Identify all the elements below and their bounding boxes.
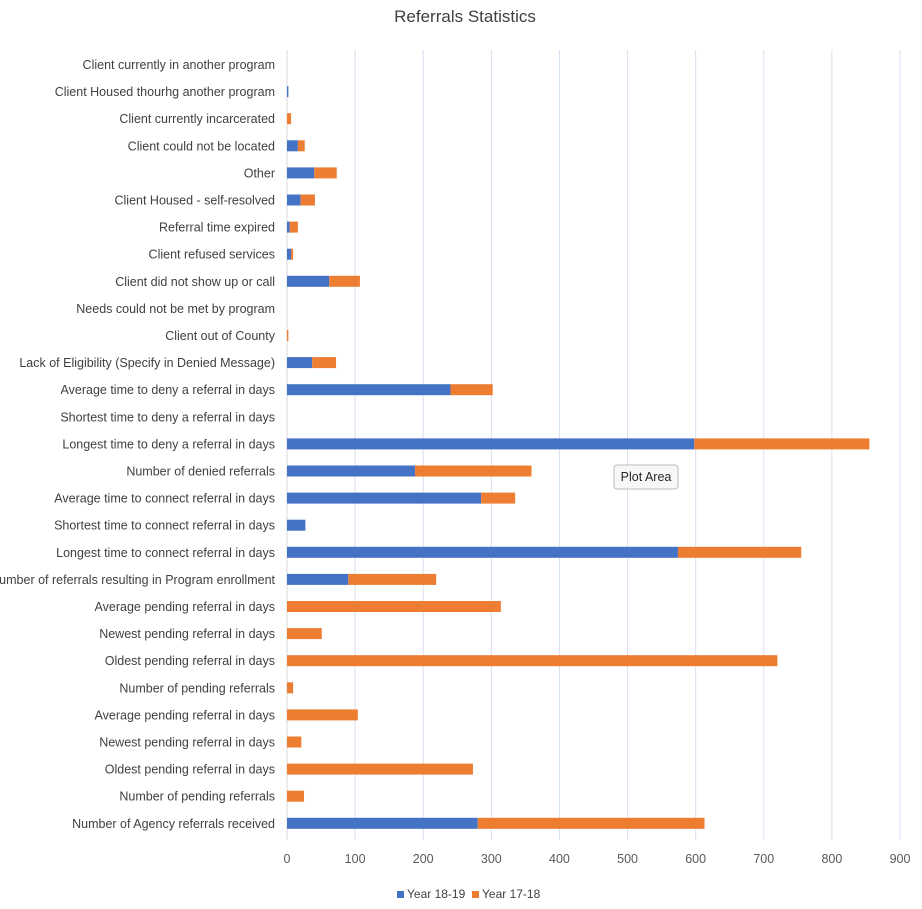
category-label: Client did not show up or call (115, 275, 275, 289)
category-label: Newest pending referral in days (99, 736, 275, 750)
bar-year-17-18[interactable] (289, 221, 298, 233)
category-label: Oldest pending referral in days (105, 763, 275, 777)
bar-year-17-18[interactable] (481, 492, 516, 504)
bar-year-18-19[interactable] (287, 140, 298, 152)
category-label: Longest time to deny a referral in days (62, 437, 275, 451)
bar-year-17-18[interactable] (291, 248, 294, 260)
bar-year-18-19[interactable] (287, 357, 313, 369)
bar-year-18-19[interactable] (287, 384, 451, 396)
category-label: Needs could not be met by program (76, 302, 275, 316)
category-label: Client currently incarcerated (119, 112, 275, 126)
bar-year-17-18[interactable] (314, 167, 337, 179)
bar-year-17-18[interactable] (477, 817, 705, 829)
category-label: Oldest pending referral in days (105, 654, 275, 668)
category-label: Other (244, 166, 275, 180)
category-label: Client refused services (149, 248, 275, 262)
category-label: Client Housed - self-resolved (115, 194, 276, 208)
category-label: Number of referrals resulting in Program… (0, 573, 276, 587)
bar-year-18-19[interactable] (287, 817, 478, 829)
category-label: Referral time expired (159, 221, 275, 235)
category-labels: Client currently in another program Clien… (0, 58, 276, 831)
category-label: Shortest time to deny a referral in days (60, 410, 275, 424)
bar-year-17-18[interactable] (287, 601, 501, 612)
tooltip-box (613, 464, 679, 490)
x-axis-ticks: 0 100 200 300 400 500 600 700 800 900 (284, 852, 911, 866)
bar-year-18-19[interactable] (287, 546, 678, 558)
category-label: Longest time to connect referral in days (56, 546, 275, 560)
bar-year-17-18[interactable] (287, 790, 305, 802)
x-tick-label: 300 (481, 852, 502, 866)
x-tick-label: 500 (617, 852, 638, 866)
category-label: Number of pending referrals (119, 790, 275, 804)
bar-year-18-19[interactable] (287, 573, 349, 585)
category-label: Number of pending referrals (119, 681, 275, 695)
legend-swatch (472, 891, 479, 898)
bar-year-17-18[interactable] (287, 628, 322, 640)
bar-year-17-18[interactable] (287, 709, 358, 721)
category-label: Number of Agency referrals received (72, 817, 275, 831)
bar-year-18-19[interactable] (287, 194, 301, 206)
category-label: Client Housed thourhg another program (55, 85, 275, 99)
category-label: Average pending referral in days (95, 600, 275, 614)
bar-year-17-18[interactable] (287, 736, 302, 748)
bar-year-17-18[interactable] (287, 113, 292, 125)
category-label: Lack of Eligibility (Specify in Denied M… (19, 356, 275, 370)
bar-year-17-18[interactable] (297, 140, 305, 152)
bar-year-17-18[interactable] (450, 384, 493, 396)
bars[interactable] (287, 86, 870, 829)
x-tick-label: 600 (685, 852, 706, 866)
x-tick-label: 100 (345, 852, 366, 866)
bar-year-18-19[interactable] (287, 438, 695, 450)
bar-year-17-18[interactable] (312, 357, 337, 369)
bar-year-17-18[interactable] (300, 194, 315, 206)
legend-label: Year 17-18 (482, 887, 541, 901)
category-label: Client currently in another program (83, 58, 275, 72)
category-label: Shortest time to connect referral in day… (54, 519, 275, 533)
legend-label: Year 18-19 (407, 887, 466, 901)
bar-year-18-19[interactable] (287, 492, 482, 504)
bar-year-17-18[interactable] (415, 465, 532, 477)
x-tick-label: 800 (821, 852, 842, 866)
bar-year-18-19[interactable] (287, 275, 330, 287)
bar-year-18-19[interactable] (287, 519, 306, 531)
x-tick-label: 0 (284, 852, 291, 866)
x-tick-label: 900 (890, 852, 911, 866)
bar-year-17-18[interactable] (287, 682, 294, 694)
bar-year-17-18[interactable] (694, 438, 870, 450)
bar-year-17-18[interactable] (329, 275, 360, 287)
x-tick-label: 700 (753, 852, 774, 866)
bar-year-18-19[interactable] (287, 167, 315, 179)
category-label: Average pending referral in days (95, 708, 275, 722)
bar-year-17-18[interactable] (287, 655, 778, 667)
bar-year-18-19[interactable] (287, 248, 292, 260)
chart-title: Referrals Statistics (394, 7, 536, 26)
bar-year-18-19[interactable] (287, 86, 289, 98)
category-label: Client could not be located (128, 139, 275, 153)
tooltip-text: Plot Area (621, 470, 672, 484)
x-tick-label: 400 (549, 852, 570, 866)
category-label: Newest pending referral in days (99, 627, 275, 641)
category-label: Average time to connect referral in days (54, 492, 275, 506)
bar-year-17-18[interactable] (348, 573, 437, 585)
legend[interactable]: Year 18-19 Year 17-18 (397, 887, 541, 901)
plot-area-tooltip: Plot Area (613, 464, 679, 490)
bar-year-17-18[interactable] (677, 546, 802, 558)
category-label: Average time to deny a referral in days (61, 383, 275, 397)
x-tick-label: 200 (413, 852, 434, 866)
bar-year-18-19[interactable] (287, 221, 290, 233)
bar-year-18-19[interactable] (287, 465, 416, 477)
legend-swatch (397, 891, 404, 898)
bar-year-17-18[interactable] (287, 330, 289, 341)
category-label: Client out of County (165, 329, 276, 343)
category-label: Number of denied referrals (126, 465, 275, 479)
bar-year-17-18[interactable] (287, 763, 473, 775)
